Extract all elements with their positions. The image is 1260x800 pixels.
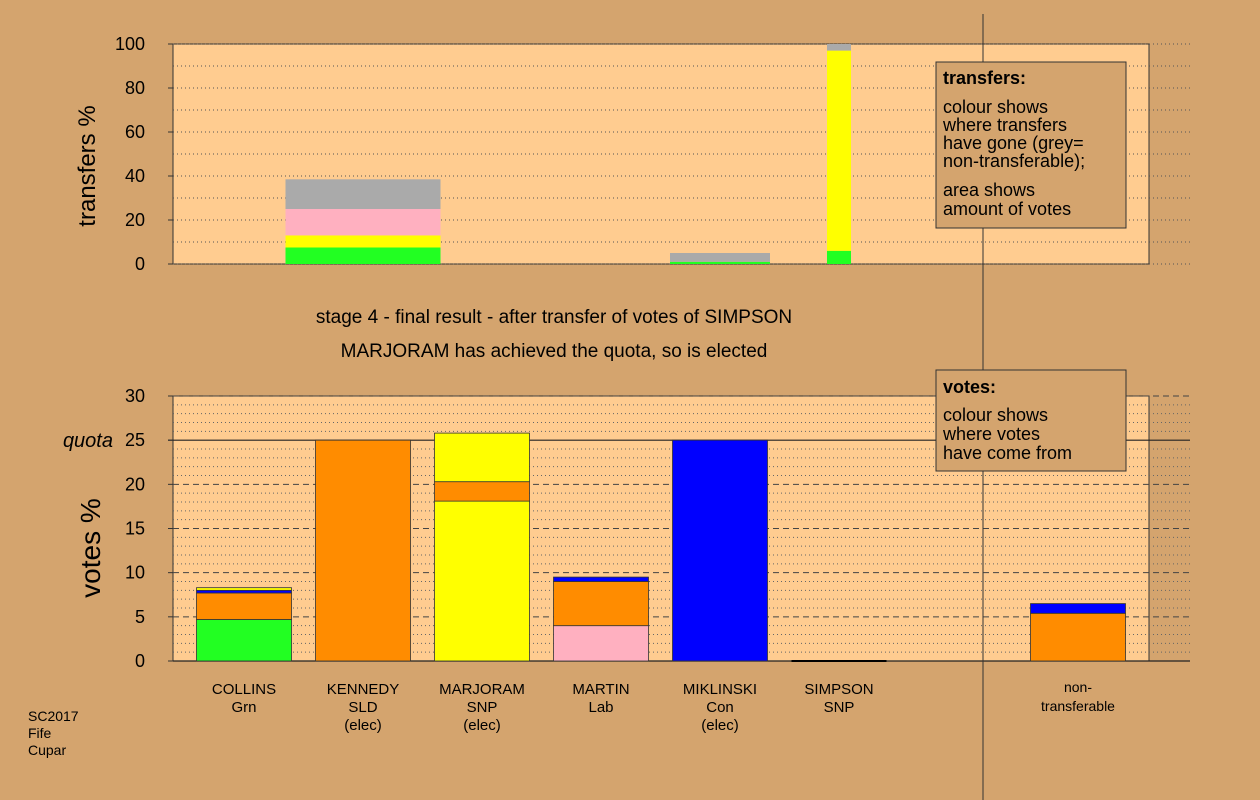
footer-ward: Cupar <box>28 742 66 758</box>
candidate-label-line: MARTIN <box>572 681 629 698</box>
candidate-label-line: COLLINS <box>212 681 276 698</box>
transfer-segment-collins-grn <box>285 247 441 264</box>
nontransferable-label-line: non- <box>1064 679 1092 695</box>
transfers-legend-line: colour shows <box>943 97 1048 117</box>
votes-legend-line: have come from <box>943 443 1072 463</box>
votes-tick-label: 30 <box>125 386 145 406</box>
transfers-y-axis-label: transfers % <box>74 105 101 226</box>
candidate-labels: COLLINSGrnKENNEDYSLD(elec)MARJORAMSNP(el… <box>212 679 1115 734</box>
quota-label: quota <box>63 430 113 452</box>
transfers-tick-label: 60 <box>125 122 145 142</box>
candidate-label-line: SLD <box>348 699 377 716</box>
transfers-legend-line: where transfers <box>942 115 1067 135</box>
votes-tick-label: 10 <box>125 563 145 583</box>
candidate-label-line: MIKLINSKI <box>683 681 757 698</box>
transfers-bars <box>285 44 851 264</box>
vote-segment-non-transferable-con <box>1030 603 1126 614</box>
transfers-legend: transfers: colour shows where transfers … <box>935 61 1127 229</box>
candidate-label-line: MARJORAM <box>439 681 525 698</box>
vote-segment-collins-grn <box>196 619 292 662</box>
candidate-label-line: KENNEDY <box>327 681 400 698</box>
vote-segment-non-transferable-sld <box>1030 612 1126 662</box>
transfer-segment-miklinski-non_transferable <box>670 253 770 262</box>
transfers-tick-label: 0 <box>135 254 145 274</box>
votes-tick-label: 15 <box>125 519 145 539</box>
transfers-legend-line: non-transferable); <box>943 151 1085 171</box>
transfers-y-ticks: 0 20 40 60 80 100 <box>115 34 173 274</box>
votes-bars <box>196 432 1126 662</box>
votes-y-ticks: 0 5 10 15 20 25 30 <box>125 386 173 671</box>
transfer-segment-simpson-grn <box>827 250 851 264</box>
transfer-segment-simpson-snp <box>827 50 851 251</box>
votes-legend-line: colour shows <box>943 405 1048 425</box>
vote-segment-martin-sld <box>553 581 649 627</box>
footer-council: Fife <box>28 725 52 741</box>
transfers-tick-label: 20 <box>125 210 145 230</box>
votes-legend-line: where votes <box>942 424 1040 444</box>
transfer-segment-collins-snp <box>285 235 441 248</box>
transfers-legend-line: amount of votes <box>943 199 1071 219</box>
vote-segment-collins-snp <box>196 587 292 591</box>
candidate-label-line: Lab <box>588 699 613 716</box>
stage-caption: stage 4 - final result - after transfer … <box>316 307 792 328</box>
votes-tick-label: 25 <box>125 430 145 450</box>
vote-segment-marjoram-snp <box>434 500 530 662</box>
vote-segment-martin-lab <box>553 625 649 662</box>
candidate-label-line: (elec) <box>463 717 501 734</box>
elected-caption: MARJORAM has achieved the quota, so is e… <box>341 341 768 362</box>
candidate-label-line: (elec) <box>344 717 382 734</box>
candidate-label-line: Con <box>706 699 734 716</box>
candidate-label-line: SIMPSON <box>804 681 873 698</box>
transfers-legend-line: area shows <box>943 180 1035 200</box>
candidate-label-line: SNP <box>467 699 498 716</box>
vote-segment-marjoram-sld <box>434 481 530 502</box>
transfer-segment-miklinski-grn <box>670 261 770 264</box>
votes-y-axis-label: votes % <box>75 498 106 598</box>
vote-segment-collins-sld <box>196 592 292 620</box>
vote-segment-martin-con <box>553 576 649 582</box>
candidate-label-line: Grn <box>231 699 256 716</box>
transfers-legend-line: have gone (grey= <box>943 133 1084 153</box>
vote-segment-marjoram-snp <box>434 432 530 483</box>
candidate-label-line: (elec) <box>701 717 739 734</box>
vote-segment-kennedy-sld <box>315 439 411 662</box>
votes-tick-label: 0 <box>135 651 145 671</box>
votes-legend-title: votes: <box>943 377 996 397</box>
transfers-tick-label: 100 <box>115 34 145 54</box>
vote-segment-miklinski-con <box>672 439 768 662</box>
candidate-label-line: SNP <box>824 699 855 716</box>
votes-tick-label: 20 <box>125 474 145 494</box>
transfer-segment-simpson-non_transferable <box>827 44 851 51</box>
transfers-legend-box <box>935 61 1127 229</box>
nontransferable-label-line: transferable <box>1041 698 1115 714</box>
transfers-legend-title: transfers: <box>943 68 1026 88</box>
transfer-segment-collins-non_transferable <box>285 179 441 209</box>
transfers-tick-label: 80 <box>125 78 145 98</box>
footer-year: SC2017 <box>28 708 79 724</box>
transfers-tick-label: 40 <box>125 166 145 186</box>
votes-legend-box <box>935 369 1127 472</box>
votes-tick-label: 5 <box>135 607 145 627</box>
votes-legend: votes: colour shows where votes have com… <box>935 369 1127 472</box>
transfer-segment-collins-lab <box>285 209 441 236</box>
